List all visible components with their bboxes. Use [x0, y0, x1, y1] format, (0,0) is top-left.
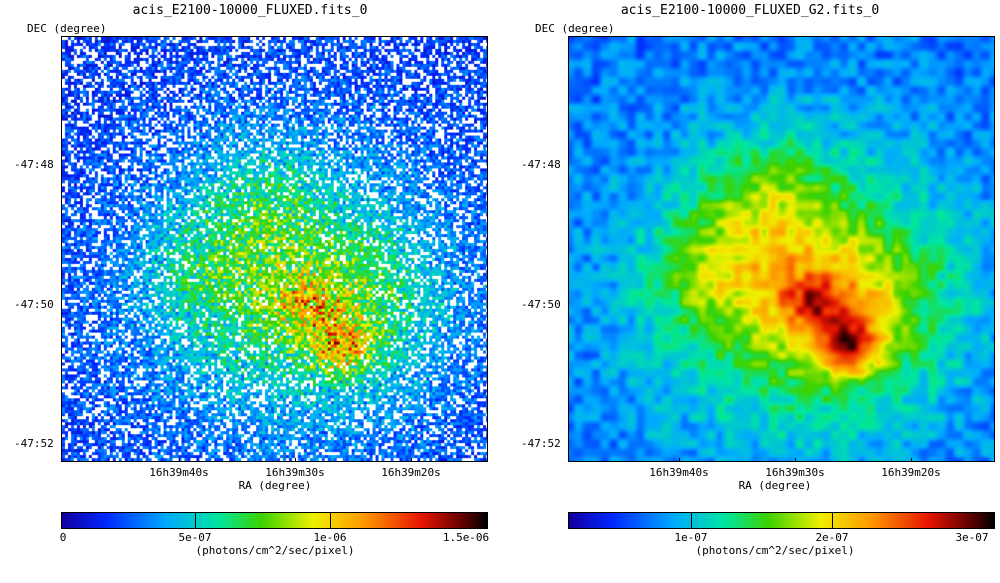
right-colorbar-label: 3e-07: [955, 531, 989, 544]
left-y-axis-label: DEC (degree): [27, 22, 107, 35]
right-x-tick: 16h39m20s: [881, 466, 941, 479]
right-x-tick: 16h39m30s: [765, 466, 825, 479]
right-x-tick: 16h39m40s: [649, 466, 709, 479]
right-y-tick: -47:48: [521, 158, 561, 171]
right-colorbar-label: 2e-07: [815, 531, 849, 544]
left-x-tickmark: [295, 458, 296, 462]
left-x-tickmark: [411, 458, 412, 462]
left-panel-title: acis_E2100-10000_FLUXED.fits_0: [132, 3, 368, 18]
right-image-panel: acis_E2100-10000_FLUXED_G2.fits_0 DEC (d…: [500, 0, 1000, 583]
left-image-panel: acis_E2100-10000_FLUXED.fits_0 DEC (degr…: [14, 3, 490, 557]
left-colorbar-gradient: [62, 513, 487, 528]
left-flux-canvas: [62, 37, 487, 461]
right-colorbar-label: 1e-07: [674, 531, 708, 544]
right-x-tickmark: [911, 458, 912, 462]
left-x-tickmark: [179, 458, 180, 462]
left-colorbar-units: (photons/cm^2/sec/pixel): [195, 544, 355, 557]
left-colorbar-label: 1e-06: [313, 531, 347, 544]
right-colorbar: [568, 512, 995, 529]
right-y-axis-label: DEC (degree): [535, 22, 615, 35]
right-y-tick: -47:50: [521, 298, 561, 311]
right-flux-canvas: [569, 37, 994, 461]
left-y-tick: -47:52: [14, 437, 54, 450]
right-colorbar-tickmark: [691, 512, 692, 529]
right-x-axis-label: RA (degree): [738, 479, 812, 492]
left-x-axis-label: RA (degree): [238, 479, 312, 492]
right-panel-title: acis_E2100-10000_FLUXED_G2.fits_0: [620, 3, 880, 18]
right-colorbar-gradient: [569, 513, 994, 528]
left-colorbar-label: 1.5e-06: [442, 531, 490, 544]
right-y-tick: -47:52: [521, 437, 561, 450]
right-x-tickmark: [679, 458, 680, 462]
left-y-tick: -47:50: [14, 298, 54, 311]
left-colorbar-tickmark: [330, 512, 331, 529]
left-y-tick: -47:48: [14, 158, 54, 171]
left-colorbar: [61, 512, 488, 529]
right-colorbar-tickmark: [832, 512, 833, 529]
left-x-tick: 16h39m40s: [149, 466, 209, 479]
right-colorbar-units: (photons/cm^2/sec/pixel): [695, 544, 855, 557]
left-colorbar-tickmark: [195, 512, 196, 529]
left-x-tick: 16h39m30s: [265, 466, 325, 479]
left-colorbar-label: 5e-07: [178, 531, 212, 544]
left-colorbar-label: 0: [59, 531, 67, 544]
right-x-tickmark: [795, 458, 796, 462]
left-x-tick: 16h39m20s: [381, 466, 441, 479]
left-flux-image[interactable]: [61, 36, 488, 462]
right-smoothed-image[interactable]: [568, 36, 995, 462]
